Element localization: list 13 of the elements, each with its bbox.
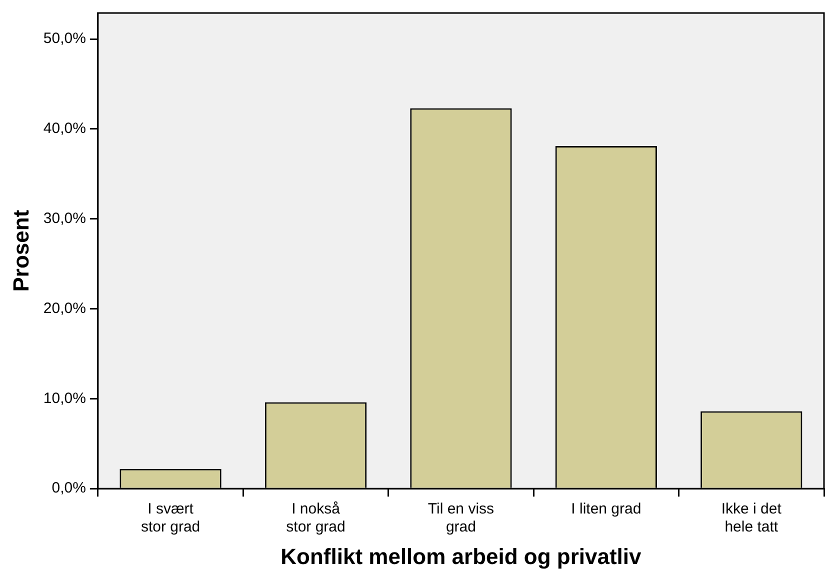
x-tick-label: I nokså stor grad bbox=[286, 500, 346, 536]
y-tick-label: 30,0% bbox=[43, 210, 86, 228]
y-tick-label: 40,0% bbox=[43, 120, 86, 138]
x-axis-title: Konflikt mellom arbeid og privatliv bbox=[280, 544, 642, 569]
y-tick-label: 50,0% bbox=[43, 30, 86, 48]
x-tick-label: I liten grad bbox=[571, 500, 642, 518]
x-tick-label: Ikke i det hele tatt bbox=[721, 500, 782, 536]
y-tick-label: 10,0% bbox=[43, 390, 86, 407]
x-tick-label: Til en viss grad bbox=[428, 500, 494, 536]
y-tick-label: 0,0% bbox=[52, 480, 86, 497]
x-tick-label: I svært stor grad bbox=[140, 500, 200, 536]
y-axis-title: Prosent bbox=[8, 209, 34, 292]
y-tick-label: 20,0% bbox=[43, 300, 86, 317]
